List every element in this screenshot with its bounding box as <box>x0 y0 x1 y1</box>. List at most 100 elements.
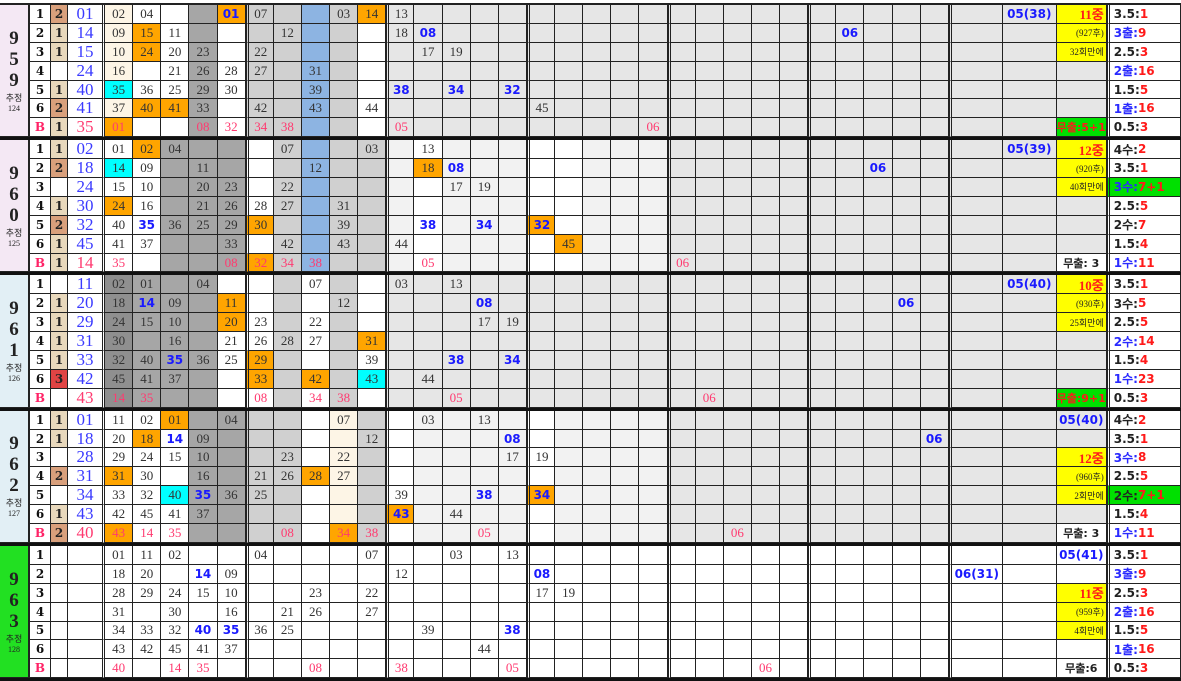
grid-cell <box>667 467 696 487</box>
grid-cell <box>1002 640 1057 660</box>
grid-cell: 12 <box>330 294 359 314</box>
grid-cell: 43 <box>386 505 415 525</box>
grid-cell <box>723 140 752 160</box>
grid-cell <box>555 313 584 333</box>
grid-cell: 04 <box>217 410 246 430</box>
grid-cell <box>189 234 218 254</box>
round-tag: 추정 <box>5 498 23 509</box>
ratio-label: 2수: <box>1113 218 1138 233</box>
grid-cell: 16 <box>161 332 190 352</box>
hit-count: 1 <box>51 234 68 254</box>
grid-cell: 18 <box>133 429 162 449</box>
grid-cell <box>892 234 921 254</box>
grid-cell <box>555 448 584 468</box>
grid-cell <box>526 294 555 314</box>
grid-cell <box>414 178 443 197</box>
grid-cell <box>611 178 640 197</box>
grid-cell <box>695 215 724 235</box>
grid-cell: 15 <box>161 448 190 468</box>
ratio-label: 4수: <box>1113 142 1138 157</box>
grid-cell <box>583 80 612 100</box>
grid-cell <box>639 159 668 179</box>
grid-cell <box>133 602 162 622</box>
grid-cell <box>414 313 443 333</box>
grid-cell <box>611 294 640 314</box>
grid-cell <box>751 410 780 430</box>
grid-cell: 06 <box>751 659 780 679</box>
grid-cell: 08 <box>526 564 555 584</box>
grid-cell: 무출: 3 <box>1056 524 1107 543</box>
ratio-label: 4수: <box>1113 413 1138 428</box>
grid-cell <box>920 234 949 254</box>
ratio-value: 9 <box>1137 566 1147 581</box>
grid-cell <box>1002 583 1057 603</box>
grid-cell: 33 <box>133 621 162 641</box>
grid-cell: 08 <box>245 388 274 408</box>
grid-cell <box>498 42 527 62</box>
grid-cell <box>330 140 359 160</box>
grid-cell <box>470 369 499 389</box>
grid-cell: 21 <box>161 61 190 81</box>
grid-cell <box>751 118 780 138</box>
drawn-number: 43 <box>68 505 105 525</box>
grid-cell <box>273 583 302 603</box>
grid-cell <box>470 564 499 584</box>
grid-cell: 41 <box>105 234 134 254</box>
grid-cell <box>442 61 471 81</box>
grid-cell <box>611 159 640 179</box>
grid-cell: 38 <box>414 215 443 235</box>
grid-cell <box>555 159 584 179</box>
grid-cell: 13 <box>442 275 471 295</box>
grid-cell: 38 <box>273 118 302 138</box>
grid-cell: 22 <box>301 313 330 333</box>
grid-cell <box>386 583 415 603</box>
grid-cell <box>864 23 893 43</box>
ratio-value: 1 <box>1139 6 1149 21</box>
grid-cell <box>639 196 668 216</box>
grid-cell <box>273 369 302 389</box>
grid-cell <box>808 545 837 565</box>
ratio-stat: 1.5: 4 <box>1106 234 1181 254</box>
grid-cell <box>808 275 837 295</box>
grid-cell <box>780 140 809 160</box>
grid-cell: 03 <box>414 410 443 430</box>
grid-cell <box>583 313 612 333</box>
grid-cell: 33 <box>245 369 274 389</box>
grid-cell <box>751 99 780 119</box>
grid-cell: 25 <box>189 215 218 235</box>
grid-cell <box>470 429 499 449</box>
drawn-number: 31 <box>68 332 105 352</box>
grid-cell <box>273 640 302 660</box>
grid-cell <box>217 467 246 487</box>
grid-cell <box>836 621 865 641</box>
grid-cell <box>273 294 302 314</box>
grid-cell <box>780 275 809 295</box>
grid-cell <box>751 159 780 179</box>
grid-cell <box>948 545 1003 565</box>
grid-cell: 38 <box>470 486 499 506</box>
grid-cell <box>555 621 584 641</box>
grid-cell <box>245 275 274 295</box>
grid-cell <box>780 602 809 622</box>
grid-cell <box>808 118 837 138</box>
grid-cell <box>161 118 190 138</box>
ratio-label: 0.5: <box>1113 120 1140 135</box>
grid-cell: 34 <box>105 621 134 641</box>
grid-cell <box>301 23 330 43</box>
grid-cell <box>864 602 893 622</box>
grid-cell <box>667 215 696 235</box>
grid-cell: 35 <box>133 388 162 408</box>
ratio-label: 2수: <box>1113 334 1138 349</box>
grid-cell <box>864 275 893 295</box>
grid-cell <box>695 80 724 100</box>
grid-cell <box>358 80 387 100</box>
grid-cell <box>189 5 218 24</box>
grid-cell <box>808 621 837 641</box>
ratio-value: 23 <box>1137 371 1155 386</box>
grid-cell: 41 <box>133 369 162 389</box>
grid-cell <box>723 61 752 81</box>
grid-cell: 11 <box>217 294 246 314</box>
ratio-label: 0.5: <box>1113 661 1140 676</box>
grid-cell <box>386 545 415 565</box>
